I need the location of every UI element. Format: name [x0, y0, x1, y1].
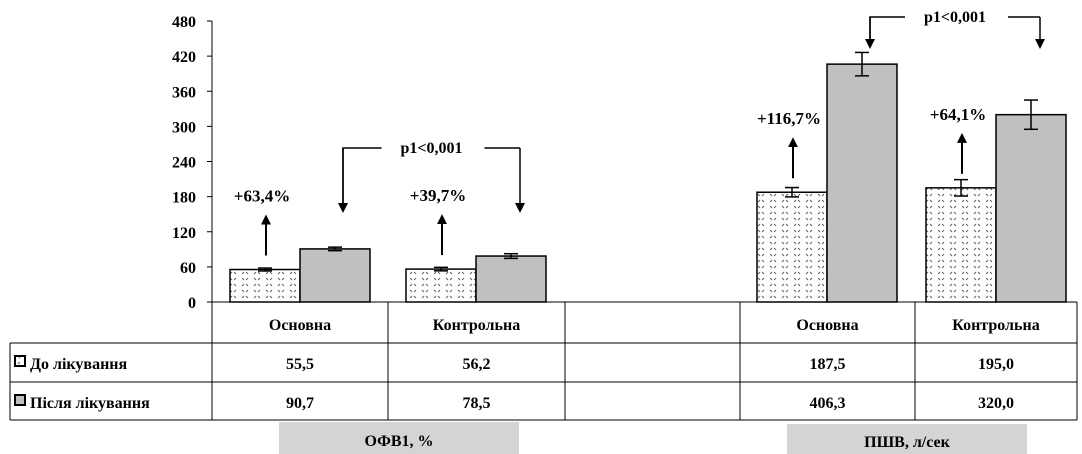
legend-label-after: Після лікування: [30, 395, 150, 412]
bar-before: [756, 191, 828, 303]
data-cell-before: 187,5: [810, 356, 846, 373]
data-cell-after: 78,5: [463, 395, 491, 412]
y-tick-label: 420: [172, 49, 196, 66]
p-bracket-left: [342, 147, 382, 208]
y-tick-label: 120: [172, 225, 196, 242]
percent-change-label: +64,1%: [930, 105, 986, 124]
bar-after: [299, 248, 371, 303]
bar-before: [925, 187, 997, 303]
bar-before: [405, 268, 477, 303]
y-tick-label: 300: [172, 119, 196, 136]
bar-before: [229, 268, 301, 303]
percent-change-label: +116,7%: [757, 109, 821, 128]
category-label: Контрольна: [433, 317, 520, 334]
group-label-bg: [787, 424, 1027, 454]
data-cell-after: 90,7: [286, 395, 314, 412]
p-bracket-left: [869, 16, 905, 44]
data-cell-after: 320,0: [978, 395, 1014, 412]
category-label: Основна: [269, 317, 331, 334]
y-tick-label: 240: [172, 155, 196, 172]
group-label: ПШВ, л/сек: [864, 434, 951, 451]
group-label: ОФВ1, %: [364, 433, 433, 450]
data-cell-before: 56,2: [463, 356, 491, 373]
group-label-bg: [279, 422, 519, 454]
legend-label-before: До лікування: [30, 356, 128, 373]
y-tick-label: 360: [172, 84, 196, 101]
data-cell-before: 195,0: [978, 356, 1014, 373]
legend-key-after: [14, 394, 26, 406]
p-value-label: p1<0,001: [924, 9, 986, 26]
y-tick-label: 180: [172, 190, 196, 207]
y-tick-label: 0: [188, 295, 196, 312]
percent-change-label: +39,7%: [410, 186, 466, 205]
category-label: Контрольна: [952, 317, 1039, 334]
legend-key-before: [14, 355, 26, 367]
data-cell-after: 406,3: [810, 395, 846, 412]
bar-after: [826, 63, 898, 303]
p-value-label: p1<0,001: [400, 140, 462, 157]
bar-after: [475, 255, 547, 303]
bar-after: [995, 113, 1067, 303]
percent-change-label: +63,4%: [234, 187, 290, 206]
data-cell-before: 55,5: [286, 356, 314, 373]
category-label: Основна: [796, 317, 858, 334]
y-tick-label: 480: [172, 14, 196, 31]
y-tick-label: 60: [180, 260, 196, 277]
